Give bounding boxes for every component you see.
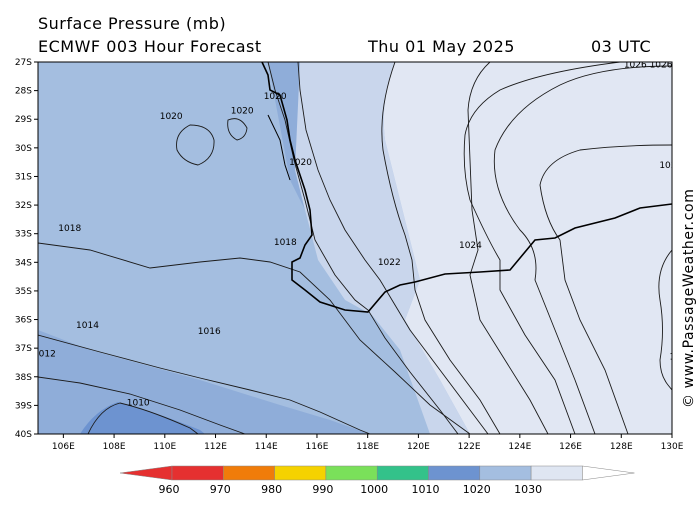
lat-label: 35S	[15, 287, 32, 297]
lon-label: 124E	[508, 442, 531, 452]
isobar-label: 1010	[127, 398, 150, 408]
legend-label: 970	[210, 483, 231, 496]
isobars	[38, 62, 672, 434]
legend-label: 1020	[463, 483, 491, 496]
lon-label: 108E	[103, 442, 126, 452]
lon-label: 112E	[204, 442, 227, 452]
lat-label: 39S	[15, 401, 32, 411]
legend-swatch	[325, 465, 378, 481]
lat-label: 37S	[15, 344, 32, 354]
legend-high-tip	[582, 465, 635, 481]
legend-swatch	[274, 465, 327, 481]
credit-text: © www.PassageWeather.com	[681, 189, 696, 408]
lat-label: 33S	[15, 230, 32, 240]
legend-label: 1030	[514, 483, 542, 496]
legend-swatch	[376, 465, 429, 481]
lon-label: 130E	[661, 442, 684, 452]
isobar-label: 1012	[33, 350, 56, 360]
isobar-label: 102	[659, 161, 676, 171]
lat-label: 34S	[15, 258, 32, 268]
lon-label: 120E	[407, 442, 430, 452]
lat-label: 27S	[15, 58, 32, 68]
lat-label: 29S	[15, 115, 32, 125]
australia-coastline	[261, 62, 672, 313]
pressure-fill	[38, 62, 672, 434]
model-forecast-label: ECMWF 003 Hour Forecast	[38, 37, 262, 56]
legend-swatch	[428, 465, 481, 481]
isobar-label: 1014	[76, 321, 99, 331]
legend-label: 960	[159, 483, 180, 496]
isobar-label: 10	[669, 353, 681, 363]
lon-label: 118E	[356, 442, 379, 452]
lat-label: 36S	[15, 316, 32, 326]
legend-label: 990	[312, 483, 333, 496]
legend-swatch	[479, 465, 532, 481]
lat-label: 31S	[15, 172, 32, 182]
lon-label: 116E	[306, 442, 329, 452]
map-title: Surface Pressure (mb)	[38, 14, 227, 33]
legend-swatch	[171, 465, 224, 481]
lon-label: 114E	[255, 442, 278, 452]
lon-label: 126E	[559, 442, 582, 452]
lon-label: 110E	[153, 442, 176, 452]
lat-label: 38S	[15, 373, 32, 383]
lon-label: 106E	[52, 442, 75, 452]
lon-label: 122E	[458, 442, 481, 452]
isobar-label: 1018	[274, 238, 297, 248]
lat-label: 40S	[15, 430, 32, 440]
isobar-label: 1020	[160, 112, 183, 122]
isobar-label: 1020	[289, 158, 312, 168]
isobar-label: 1020	[264, 92, 287, 102]
pressure-legend: 960 970 980 990 1000 1010 1020 1030	[119, 465, 635, 496]
legend-label: 980	[261, 483, 282, 496]
isobar-label: 1026 1026	[624, 61, 673, 71]
isobar-label: 1024	[459, 241, 482, 251]
legend-low-tip	[119, 465, 173, 481]
latitude-axis: 27S 28S 29S 30S 31S 32S 33S 34S 35S 36S 37S 38S 39S 4…	[15, 58, 38, 440]
legend-swatch	[223, 465, 275, 481]
lat-label: 28S	[15, 87, 32, 97]
lat-label: 32S	[15, 201, 32, 211]
isobar-labels: 1026 1026 102 1020 1020 1020 1020 1018 1018 1022…	[33, 61, 681, 408]
isobar-label: 1020	[231, 107, 254, 117]
forecast-date: Thu 01 May 2025	[368, 37, 515, 56]
isobar-label: 1022	[378, 258, 401, 268]
lat-label: 30S	[15, 144, 32, 154]
legend-swatch	[530, 465, 583, 481]
longitude-axis: 106E 108E 110E 112E 114E 116E 118E 120E 122E 124E…	[52, 434, 684, 452]
isobar-label: 1018	[58, 224, 81, 234]
forecast-time: 03 UTC	[591, 37, 652, 56]
legend-label: 1000	[360, 483, 388, 496]
legend-label: 1010	[412, 483, 440, 496]
credit-watermark: © www.PassageWeather.com	[681, 189, 696, 408]
isobar-label: 1016	[198, 327, 221, 337]
plot-frame	[37, 61, 673, 435]
lon-label: 128E	[610, 442, 633, 452]
